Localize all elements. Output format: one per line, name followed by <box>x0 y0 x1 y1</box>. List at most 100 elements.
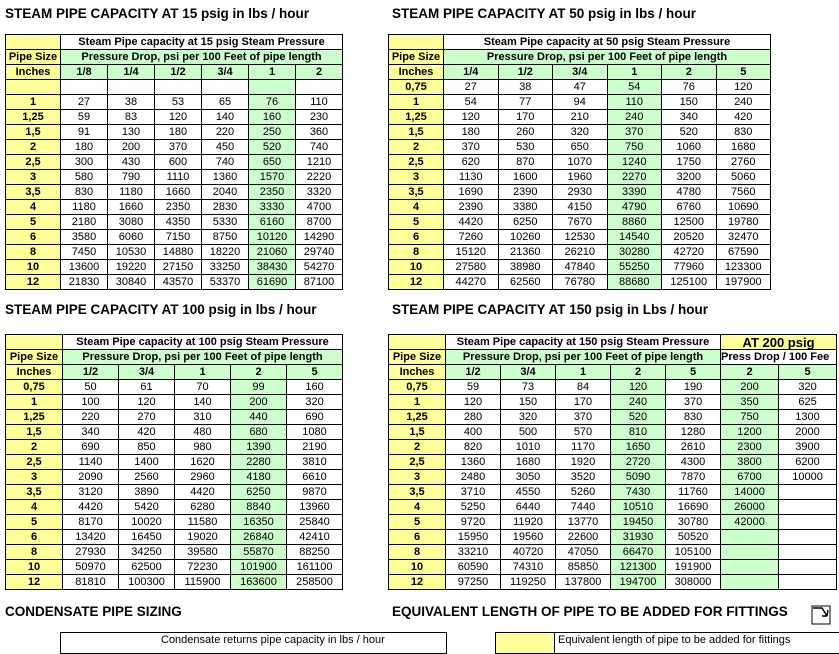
capacity-cell: 1280 <box>664 424 722 440</box>
data-row: 10 27580 38980 47840 55250 77960 123300 <box>388 259 771 275</box>
column-header: 1 <box>174 364 231 380</box>
capacity-cell: 110 <box>606 94 662 110</box>
capacity-cell: 740 <box>201 154 249 170</box>
data-row: 1,5 340 420 480 680 1080 <box>5 424 344 440</box>
capacity-cell: 121300 <box>610 559 666 575</box>
capacity-cell: 30780 <box>664 514 722 530</box>
capacity-cell: 61690 <box>248 274 296 290</box>
capacity-cell: 130 <box>107 124 155 140</box>
capacity-cell: 750 <box>720 409 780 425</box>
header-row: Inches 1/2 3/4 1 2 5 <box>5 364 344 380</box>
capacity-cell: 980 <box>174 439 231 455</box>
cell <box>295 79 343 95</box>
capacity-cell: 70 <box>174 379 231 395</box>
capacity-cell: 60590 <box>445 559 501 575</box>
capacity-cell: 194700 <box>610 574 666 590</box>
capacity-cell: 50 <box>62 379 119 395</box>
capacity-cell: 7440 <box>555 499 611 515</box>
capacity-cell: 830 <box>715 124 771 140</box>
capacity-cell: 450 <box>201 139 249 155</box>
capacity-cell: 99 <box>230 379 287 395</box>
capacity-cell: 76 <box>248 94 296 110</box>
data-row: 4 5250 6440 7440 10510 16690 26000 <box>388 499 838 515</box>
capacity-cell: 15120 <box>443 244 499 260</box>
capacity-cell: 6160 <box>248 214 296 230</box>
capacity-cell: 54 <box>606 79 662 95</box>
pipe-size: 3 <box>5 169 61 185</box>
pipe-size: 4 <box>5 499 63 515</box>
pipe-size: 1 <box>388 94 444 110</box>
capacity-cell: 230 <box>295 109 343 125</box>
pipe-size: 1,5 <box>5 424 63 440</box>
data-row: 2 820 1010 1170 1650 2610 2300 3900 <box>388 439 838 455</box>
capacity-cell: 97250 <box>445 574 501 590</box>
capacity-cell: 2560 <box>118 469 175 485</box>
capacity-cell: 2270 <box>606 169 662 185</box>
capacity-cell: 77 <box>497 94 553 110</box>
pipe-size: 8 <box>5 544 63 560</box>
capacity-table: Steam Pipe capacity at 15 psig Steam Pre… <box>5 34 343 290</box>
pipe-size-label: Pipe Size <box>5 49 61 65</box>
data-row: 3,5 830 1180 1660 2040 2350 3320 <box>5 184 343 200</box>
capacity-cell: 1180 <box>107 184 155 200</box>
capacity-cell: 22600 <box>555 529 611 545</box>
capacity-cell: 320 <box>500 409 556 425</box>
capacity-cell: 3050 <box>500 469 556 485</box>
column-header: 1/2 <box>154 64 202 80</box>
capacity-cell: 18220 <box>201 244 249 260</box>
capacity-cell: 210 <box>552 109 608 125</box>
data-row: 3 1130 1600 1960 2270 3200 5060 <box>388 169 771 185</box>
capacity-cell: 6200 <box>778 454 838 470</box>
header-row: Inches 1/4 1/2 3/4 1 2 5 <box>388 64 771 80</box>
capacity-cell: 5250 <box>445 499 501 515</box>
capacity-cell: 1170 <box>555 439 611 455</box>
pipe-size: 12 <box>388 274 444 290</box>
capacity-cell: 47 <box>552 79 608 95</box>
pipe-size: 8 <box>5 244 61 260</box>
pipe-size: 10 <box>5 559 63 575</box>
blank-row <box>5 79 343 95</box>
capacity-cell: 1210 <box>295 154 343 170</box>
column-header: 1 <box>606 64 662 80</box>
capacity-cell: 650 <box>248 154 296 170</box>
capacity-cell: 34250 <box>118 544 175 560</box>
data-row: 12 81810 100300 115900 163600 258500 <box>5 574 344 590</box>
capacity-cell: 11580 <box>174 514 231 530</box>
capacity-cell: 55870 <box>230 544 287 560</box>
capacity-cell <box>778 559 838 575</box>
capacity-cell: 8750 <box>201 229 249 245</box>
capacity-cell: 10510 <box>610 499 666 515</box>
capacity-cell <box>720 559 780 575</box>
capacity-cell: 220 <box>201 124 249 140</box>
capacity-cell: 32470 <box>715 229 771 245</box>
capacity-cell: 1680 <box>715 139 771 155</box>
capacity-cell: 2280 <box>230 454 287 470</box>
capacity-cell: 120 <box>715 79 771 95</box>
pipe-size: 3,5 <box>5 184 61 200</box>
table-title: STEAM PIPE CAPACITY AT 100 psig in lbs /… <box>5 302 317 317</box>
capacity-cell: 1200 <box>720 424 780 440</box>
capacity-cell: 50520 <box>664 529 722 545</box>
capacity-cell: 39580 <box>174 544 231 560</box>
capacity-cell: 3330 <box>248 199 296 215</box>
pipe-size-label: Pipe Size <box>5 349 63 365</box>
capacity-cell: 180 <box>60 139 108 155</box>
capacity-cell: 42000 <box>720 514 780 530</box>
capacity-cell: 3520 <box>555 469 611 485</box>
data-row: 2,5 1360 1680 1920 2720 4300 3800 6200 <box>388 454 838 470</box>
capacity-cell: 1130 <box>443 169 499 185</box>
section-caption: Condensate returns pipe capacity in lbs … <box>161 634 385 646</box>
pipe-size: 10 <box>5 259 61 275</box>
pipe-size: 1,25 <box>5 409 63 425</box>
capacity-cell: 2180 <box>60 214 108 230</box>
pipe-size: 2,5 <box>5 154 61 170</box>
capacity-cell <box>778 499 838 515</box>
header-row: Steam Pipe capacity at 15 psig Steam Pre… <box>5 34 343 50</box>
capacity-cell: 170 <box>555 394 611 410</box>
pipe-size: 4 <box>5 199 61 215</box>
pipe-size: 3,5 <box>5 484 63 500</box>
data-row: 6 15950 19560 22600 31930 50520 <box>388 529 838 545</box>
pipe-size: 2 <box>388 139 444 155</box>
capacity-cell: 13420 <box>62 529 119 545</box>
capacity-cell: 14540 <box>606 229 662 245</box>
